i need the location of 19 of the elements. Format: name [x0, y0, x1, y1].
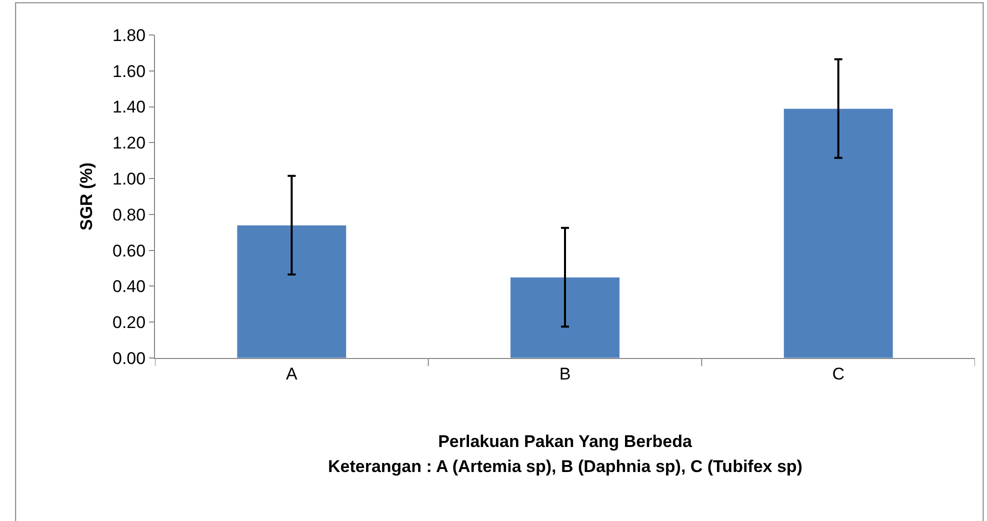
y-tick-label: 1.80	[112, 26, 146, 45]
bar	[510, 277, 620, 358]
bar	[783, 108, 894, 358]
y-axis-title: SGR (%)	[77, 162, 96, 230]
x-axis-title: Perlakuan Pakan Yang Berbeda	[438, 432, 692, 451]
y-tick-label: 0.40	[112, 277, 146, 296]
x-tick-label: A	[286, 364, 298, 384]
y-tick-label: 0.20	[112, 313, 146, 332]
x-tick-label: C	[832, 364, 844, 384]
y-tick-label: 1.40	[112, 98, 146, 117]
y-tick-label: 0.80	[112, 205, 146, 224]
y-tick-label: 1.00	[112, 170, 146, 189]
y-tick-label: 0.60	[112, 241, 146, 260]
text: Keterangan : A (Artemia sp), B (Daphnia sp), C (Tubifex sp)	[328, 457, 802, 476]
y-tick-label: 1.20	[112, 134, 146, 153]
y-tick-label: 0.00	[112, 348, 146, 368]
x-tick-label: B	[559, 364, 571, 384]
bar	[236, 224, 347, 358]
y-tick-label: 1.60	[112, 62, 146, 81]
